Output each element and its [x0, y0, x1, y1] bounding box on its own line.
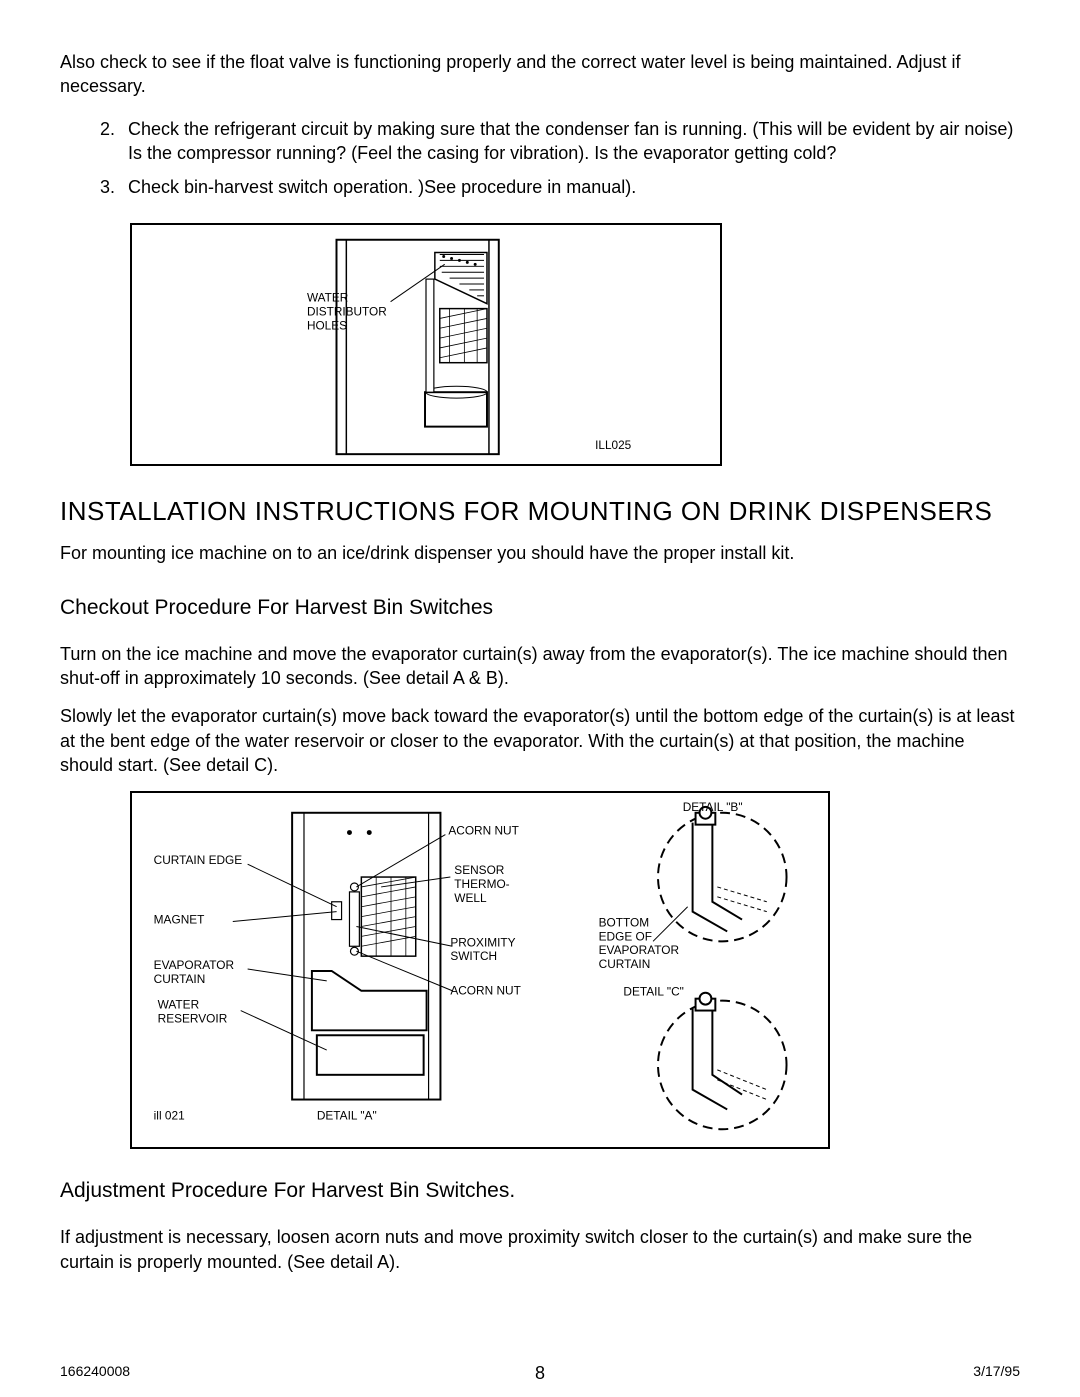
lbl-acorn-top: ACORN NUT	[448, 824, 518, 838]
heading-adjustment: Adjustment Procedure For Harvest Bin Swi…	[60, 1179, 1020, 1203]
lbl-evap-curtain-2: CURTAIN	[154, 972, 206, 986]
lbl-evap-curtain-1: EVAPORATOR	[154, 958, 235, 972]
fig1-label-distributor: DISTRIBUTOR	[307, 305, 387, 319]
lbl-magnet: MAGNET	[154, 913, 205, 927]
paragraph-checkout-1: Turn on the ice machine and move the eva…	[60, 642, 1020, 691]
lbl-prox-1: PROXIMITY	[450, 936, 515, 950]
numbered-steps: Check the refrigerant circuit by making …	[120, 117, 1020, 200]
lbl-sensor-3: WELL	[454, 891, 487, 905]
doc-date: 3/17/95	[973, 1363, 1020, 1379]
lbl-curtain-edge: CURTAIN EDGE	[154, 853, 243, 867]
lbl-bottom-4: CURTAIN	[599, 957, 651, 971]
paragraph-checkout-2: Slowly let the evaporator curtain(s) mov…	[60, 704, 1020, 777]
lbl-ill: ill 021	[154, 1109, 185, 1123]
lbl-detail-c: DETAIL "C"	[623, 985, 683, 999]
paragraph-adjustment: If adjustment is necessary, loosen acorn…	[60, 1225, 1020, 1274]
step-item: Check the refrigerant circuit by making …	[120, 117, 1020, 166]
step-item: Check bin-harvest switch operation. )See…	[120, 175, 1020, 199]
heading-checkout: Checkout Procedure For Harvest Bin Switc…	[60, 596, 1020, 620]
lbl-sensor-1: SENSOR	[454, 863, 505, 877]
lbl-detail-a: DETAIL "A"	[317, 1109, 377, 1123]
figure-ill025: WATER DISTRIBUTOR HOLES ILL025	[130, 223, 722, 466]
lbl-water-res-2: RESERVOIR	[158, 1012, 228, 1026]
lbl-prox-2: SWITCH	[450, 949, 497, 963]
fig1-label-holes: HOLES	[307, 319, 347, 333]
doc-number: 166240008	[60, 1363, 130, 1379]
lbl-bottom-3: EVAPORATOR	[599, 943, 680, 957]
intro-paragraph: Also check to see if the float valve is …	[60, 50, 1020, 99]
fig1-code: ILL025	[595, 439, 632, 453]
lbl-detail-b: DETAIL "B"	[683, 800, 743, 814]
lbl-sensor-2: THERMO-	[454, 877, 509, 891]
lbl-bottom-1: BOTTOM	[599, 916, 650, 930]
lbl-acorn-bot: ACORN NUT	[450, 984, 520, 998]
page-number: 8	[535, 1363, 545, 1384]
lbl-bottom-2: EDGE OF	[599, 930, 652, 944]
lbl-water-res-1: WATER	[158, 998, 200, 1012]
figure-ill021: CURTAIN EDGE MAGNET EVAPORATOR CURTAIN W…	[130, 791, 830, 1149]
fig1-label-water: WATER	[307, 291, 348, 305]
page-footer: 166240008 8 3/17/95	[60, 1363, 1020, 1379]
paragraph-mounting: For mounting ice machine on to an ice/dr…	[60, 541, 1020, 565]
heading-installation: INSTALLATION INSTRUCTIONS FOR MOUNTING O…	[60, 496, 1020, 527]
